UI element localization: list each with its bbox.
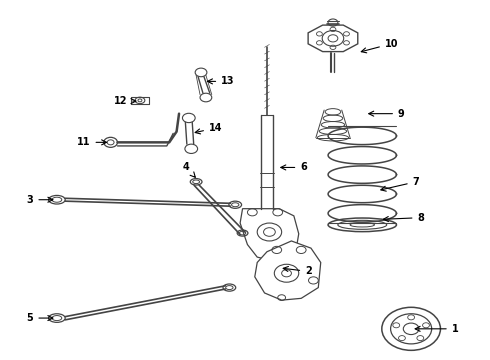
Text: 5: 5 — [26, 313, 53, 323]
Polygon shape — [240, 209, 299, 261]
Text: 9: 9 — [369, 109, 405, 119]
Text: 10: 10 — [361, 39, 398, 53]
Text: 11: 11 — [77, 138, 107, 147]
Text: 8: 8 — [383, 213, 424, 222]
Text: 1: 1 — [415, 324, 459, 334]
Polygon shape — [308, 25, 358, 51]
Text: 2: 2 — [283, 266, 312, 276]
Polygon shape — [255, 241, 321, 300]
Text: 13: 13 — [207, 76, 235, 86]
Text: 6: 6 — [281, 162, 307, 172]
Text: 3: 3 — [26, 195, 53, 205]
Text: 12: 12 — [114, 96, 136, 106]
Text: 7: 7 — [381, 177, 419, 191]
Text: 14: 14 — [195, 123, 222, 134]
Text: 4: 4 — [183, 162, 196, 177]
